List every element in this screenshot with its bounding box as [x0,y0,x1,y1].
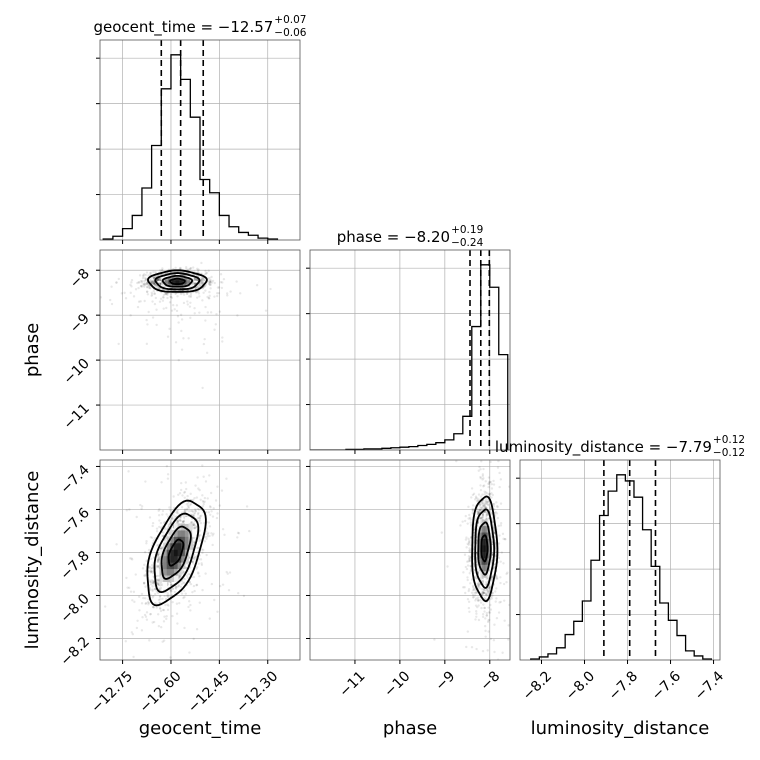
tick-label-y: −8 [67,266,93,292]
contour-level-0 [169,277,186,285]
contour-level-3 [471,495,499,603]
tick-label-x: −12.60 [137,668,185,716]
panel-frame [99,459,301,661]
tick-label-x: −7.8 [606,668,641,703]
panel-frame [309,249,511,451]
contours-geocent_time-luminosity_distance [146,499,207,607]
title-minus: −0.12 [713,447,745,459]
contour-level-3 [146,499,207,607]
tick-label-y: −8.2 [57,634,92,669]
panel-title-geocent_time: geocent_time = −12.57 +0.07−0.06 [94,14,307,39]
panel-frame [309,459,511,661]
panel-title-phase: phase = −8.20 +0.19−0.24 [337,224,484,249]
tick-label-y: −7.4 [57,462,92,497]
contours-phase-luminosity_distance [471,495,499,603]
histogram-geocent_time [102,54,279,240]
title-plus: +0.07 [274,14,306,26]
tick-label-y: −10 [61,356,93,388]
contour-level-1 [160,525,192,580]
samples-layer [100,261,510,660]
tick-label-y: −9 [67,311,93,337]
title-plus: +0.19 [451,224,483,236]
axis-label-x-phase: phase [383,718,437,739]
histogram-luminosity_distance [530,474,713,660]
tick-label-x: −10 [381,668,413,700]
axis-label-x-geocent_time: geocent_time [139,718,262,739]
contour-level-2 [154,272,201,291]
title-plus: +0.12 [713,434,745,446]
contour-level-0 [167,538,185,567]
grid-layer [100,40,720,660]
tick-label-x: −7.6 [649,668,684,703]
tick-label-x: −12.45 [185,668,233,716]
tick-label-x: −8 [477,668,503,694]
contour-level-2 [153,512,200,594]
panel-title-luminosity_distance: luminosity_distance = −7.79 +0.12−0.12 [495,434,745,459]
contour-level-1 [477,521,492,576]
text-layer: geocent_time = −12.57 +0.07−0.06 phase = −… [22,14,745,739]
tick-label-x: −8.2 [520,668,555,703]
tick-label-y: −11 [61,401,93,433]
tick-label-x: −7.4 [692,668,727,703]
axis-label-y-luminosity_distance: luminosity_distance [22,471,43,650]
lines-layer [102,40,713,660]
frames-layer [96,39,721,664]
tick-label-x: −9 [433,668,459,694]
tick-label-x: −12.75 [88,668,136,716]
contour-level-2 [474,508,496,589]
density-layer [155,274,494,589]
tick-label-x: −8.0 [563,668,598,703]
contour-level-1 [161,274,194,288]
axis-label-x-luminosity_distance: luminosity_distance [531,718,710,739]
title-main: geocent_time = −12.57 [94,18,274,37]
tick-label-x: −12.30 [233,668,281,716]
histogram-phase [310,264,509,450]
tick-label-y: −8.0 [57,591,92,626]
tick-label-y: −7.6 [57,505,92,540]
title-minus: −0.06 [274,27,306,39]
title-minus: −0.24 [451,237,483,249]
tick-label-x: −11 [336,668,368,700]
contour-level-0 [480,534,489,563]
axis-label-y-phase: phase [22,323,43,377]
title-main: luminosity_distance = −7.79 [495,438,712,457]
tick-label-y: −7.8 [57,548,92,583]
contour-level-3 [147,269,208,293]
panel-frame [99,249,301,451]
title-main: phase = −8.20 [337,228,450,246]
contours-geocent_time-phase [147,269,208,293]
panel-frame [519,459,721,661]
panel-frame [99,39,301,241]
